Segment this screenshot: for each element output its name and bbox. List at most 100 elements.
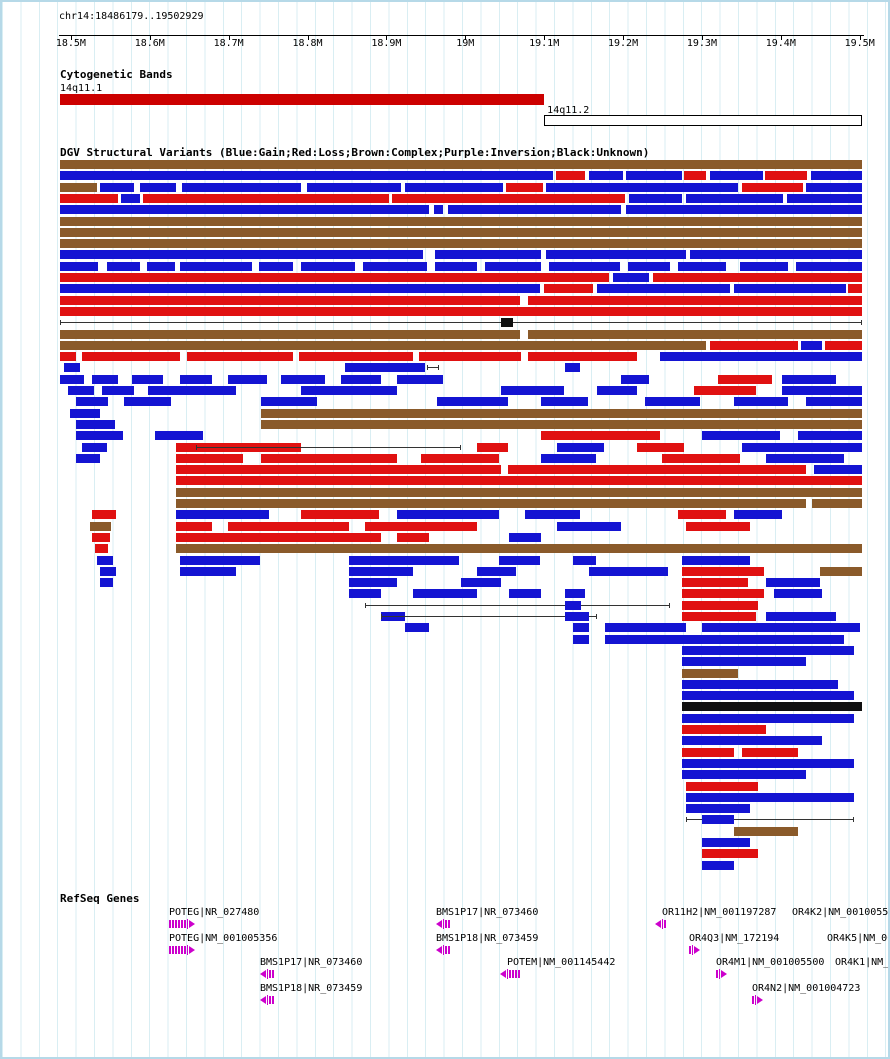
variant-bar[interactable] [565,612,590,621]
variant-bar[interactable] [76,397,109,407]
variant-bar[interactable] [501,318,514,328]
variant-bar[interactable] [180,374,213,384]
variant-bar[interactable] [76,419,115,429]
variant-bar[interactable] [60,227,862,237]
variant-bar[interactable] [300,386,397,395]
variant-bar[interactable] [685,193,784,203]
variant-bar[interactable] [364,521,478,531]
variant-bar[interactable] [820,566,862,576]
variant-bar[interactable] [64,363,81,373]
variant-bar[interactable] [412,589,478,599]
gene-glyph[interactable] [169,919,196,929]
variant-bar[interactable] [681,566,765,576]
variant-bar[interactable] [260,453,397,463]
variant-bar[interactable] [629,193,682,203]
variant-bar[interactable] [499,555,540,565]
variant-bar[interactable] [120,193,141,203]
variant-bar[interactable] [637,442,684,452]
cytoband-bar[interactable] [60,94,545,105]
variant-bar[interactable] [95,544,109,554]
variant-bar[interactable] [76,431,123,441]
variant-bar[interactable] [176,465,502,475]
variant-bar[interactable] [661,453,741,463]
variant-bar[interactable] [60,352,77,362]
variant-bar[interactable] [436,397,508,407]
variant-bar[interactable] [685,521,750,531]
variant-bar[interactable] [528,295,862,305]
cytoband-bar[interactable] [544,115,862,126]
variant-bar[interactable] [260,419,862,429]
variant-bar[interactable] [589,566,668,576]
variant-bar[interactable] [363,261,428,271]
variant-bar[interactable] [765,578,821,588]
variant-bar[interactable] [281,374,325,384]
variant-bar[interactable] [176,544,862,554]
variant-bar[interactable] [701,431,781,441]
variant-bar[interactable] [765,453,845,463]
variant-bar[interactable] [340,374,381,384]
variant-bar[interactable] [741,747,798,757]
variant-bar[interactable] [461,578,502,588]
variant-bar[interactable] [90,521,112,531]
variant-bar[interactable] [847,284,862,294]
variant-bar[interactable] [60,239,862,249]
variant-bar[interactable] [557,442,604,452]
variant-bar[interactable] [681,645,854,655]
variant-bar[interactable] [176,487,862,497]
variant-bar[interactable] [92,510,117,520]
variant-bar[interactable] [786,193,862,203]
variant-bar[interactable] [348,555,460,565]
variant-bar[interactable] [801,340,822,350]
gene-glyph[interactable] [260,969,275,979]
variant-bar[interactable] [626,205,862,215]
variant-bar[interactable] [100,578,113,588]
variant-bar[interactable] [681,758,854,768]
variant-bar[interactable] [501,386,564,395]
variant-bar[interactable] [186,352,293,362]
variant-bar[interactable] [681,612,757,621]
variant-bar[interactable] [60,284,540,294]
variant-bar[interactable] [681,578,749,588]
variant-bar[interactable] [258,261,293,271]
variant-bar[interactable] [681,589,765,599]
variant-bar[interactable] [717,374,773,384]
variant-bar[interactable] [505,182,543,192]
variant-bar[interactable] [132,374,163,384]
variant-bar[interactable] [573,623,590,633]
variant-bar[interactable] [348,578,397,588]
variant-bar[interactable] [605,623,686,633]
variant-bar[interactable] [693,386,757,395]
variant-bar[interactable] [96,555,113,565]
variant-bar[interactable] [741,182,803,192]
gene-glyph[interactable] [436,919,451,929]
variant-bar[interactable] [797,431,862,441]
variant-bar[interactable] [433,205,444,215]
variant-bar[interactable] [573,634,590,644]
variant-bar[interactable] [805,397,862,407]
variant-bar[interactable] [477,566,516,576]
variant-bar[interactable] [82,442,107,452]
variant-bar[interactable] [681,713,854,723]
variant-bar[interactable] [681,691,854,701]
variant-bar[interactable] [100,566,117,576]
variant-bar[interactable] [146,261,176,271]
variant-bar[interactable] [565,600,582,610]
variant-bar[interactable] [154,431,203,441]
variant-bar[interactable] [557,521,622,531]
variant-bar[interactable] [805,182,862,192]
variant-bar[interactable] [60,340,706,350]
variant-bar[interactable] [92,374,118,384]
variant-bar[interactable] [546,182,738,192]
variant-bar[interactable] [60,329,521,339]
variant-bar[interactable] [176,476,862,486]
variant-bar[interactable] [681,657,806,667]
variant-bar[interactable] [701,860,734,870]
variant-bar[interactable] [392,193,626,203]
variant-bar[interactable] [76,453,101,463]
variant-bar[interactable] [653,273,862,282]
variant-bar[interactable] [396,532,429,542]
variant-bar[interactable] [565,363,580,373]
variant-bar[interactable] [683,171,707,181]
variant-bar[interactable] [124,397,171,407]
variant-bar[interactable] [681,747,734,757]
